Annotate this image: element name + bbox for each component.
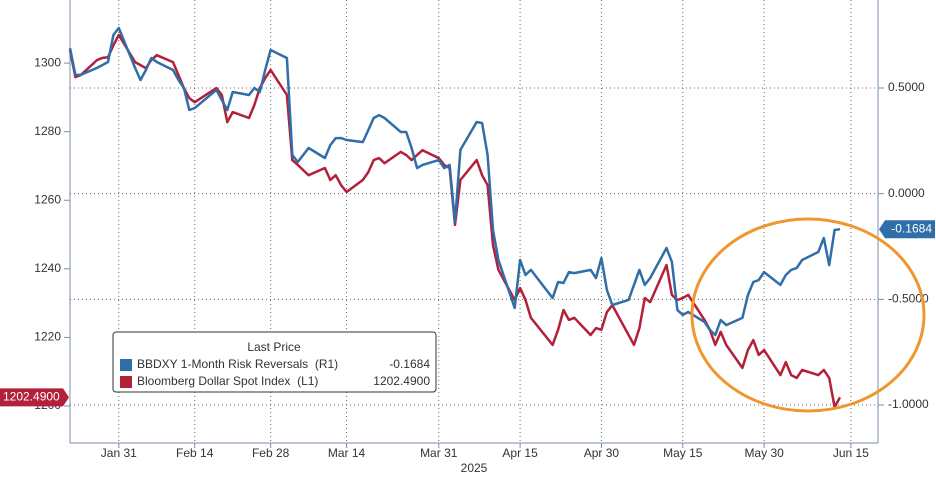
y-tick-label: 1300	[34, 55, 61, 69]
legend-value: 1202.4900	[373, 374, 430, 388]
y-tick-label: 1280	[34, 124, 61, 138]
x-tick-label: Feb 28	[252, 446, 290, 460]
grid: Jan 31 Feb 14 Feb 28 Mar 14 Mar 31 Apr 15 Apr …	[34, 0, 929, 460]
y2-tick-label: 0.5000	[888, 80, 925, 94]
tag-shape	[879, 220, 935, 239]
legend-box	[112, 331, 437, 393]
series-line	[68, 26, 841, 337]
x-tick-label: Feb 14	[176, 446, 214, 460]
x-tick-label: Mar 14	[328, 446, 366, 460]
x-tick-label: Mar 31	[420, 446, 458, 460]
legend-value: -0.1684	[389, 357, 430, 371]
y-tick-label: 1220	[34, 330, 61, 344]
x-tick-label: Apr 30	[584, 446, 620, 460]
legend-swatch	[120, 376, 132, 388]
tag-label: 1202.4900	[3, 390, 60, 404]
y-tick-label: 1240	[34, 261, 61, 275]
legend-title: Last Price	[247, 340, 301, 354]
last-price-tag: -0.1684	[879, 220, 935, 239]
x-tick-label: May 30	[744, 446, 784, 460]
x-axis-label: 2025	[461, 461, 488, 475]
series-line	[68, 33, 842, 409]
legend: Last Price BBDXY 1-Month Risk Reversals (…	[112, 331, 437, 393]
x-tick-label: Jun 15	[833, 446, 869, 460]
tag-label: -0.1684	[891, 221, 932, 235]
legend-label: Bloomberg Dollar Spot Index (L1)	[137, 374, 318, 388]
y2-tick-label: -1.0000	[888, 397, 929, 411]
last-price-tag: 1202.4900	[0, 388, 69, 407]
x-tick-label: Apr 15	[502, 446, 538, 460]
x-tick-label: Jan 31	[101, 446, 137, 460]
highlight-ellipse	[690, 217, 926, 413]
legend-swatch	[120, 359, 132, 371]
lines	[68, 26, 842, 409]
tag-shape	[0, 388, 69, 407]
legend-label: BBDXY 1-Month Risk Reversals (R1)	[137, 357, 338, 371]
y2-tick-label: 0.0000	[888, 186, 925, 200]
x-tick-label: May 15	[663, 446, 703, 460]
y2-tick-label: -0.5000	[888, 291, 929, 305]
y-tick-label: 1260	[34, 192, 61, 206]
